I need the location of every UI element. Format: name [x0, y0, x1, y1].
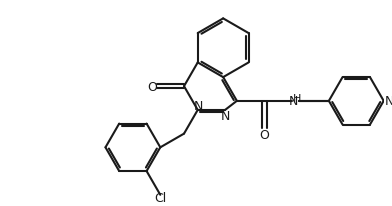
Text: H: H [292, 94, 301, 103]
Text: O: O [147, 80, 157, 93]
Text: O: O [260, 128, 269, 141]
Text: N: N [220, 110, 230, 123]
Text: N: N [289, 95, 298, 108]
Text: N: N [194, 100, 203, 113]
Text: N: N [385, 95, 392, 108]
Text: Cl: Cl [154, 191, 167, 204]
